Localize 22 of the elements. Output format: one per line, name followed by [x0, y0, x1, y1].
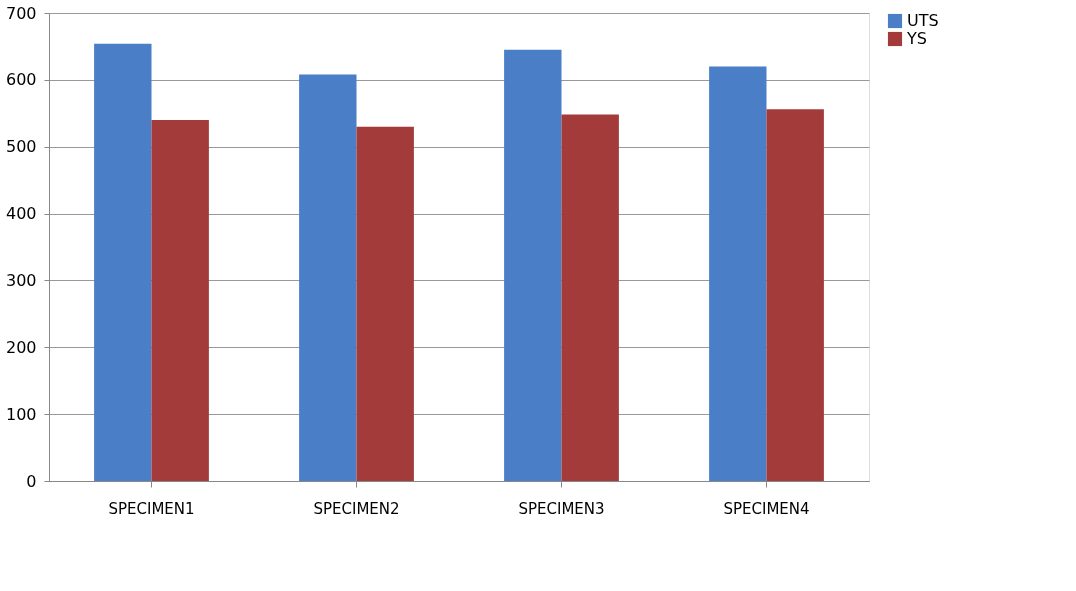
- y-tick-label: 100: [5, 404, 37, 424]
- y-tick-label: 400: [5, 204, 37, 224]
- x-tick-label: SPECIMEN4: [723, 499, 810, 518]
- bar: [561, 114, 619, 481]
- bar: [766, 109, 824, 481]
- x-tick-label: SPECIMEN1: [108, 499, 195, 518]
- legend-label: UTS: [907, 11, 939, 30]
- bar: [299, 74, 357, 481]
- y-tick-label: 300: [5, 270, 37, 290]
- bar: [356, 126, 414, 481]
- bar: [151, 119, 209, 481]
- x-tick-label: SPECIMEN2: [313, 499, 400, 518]
- bar: [504, 49, 562, 481]
- y-tick-label: 500: [5, 137, 37, 157]
- y-tick-label: 700: [5, 3, 37, 23]
- x-tick-label: SPECIMEN3: [518, 499, 605, 518]
- bar: [94, 43, 152, 481]
- bar: [709, 66, 767, 481]
- legend-label: YS: [906, 29, 927, 48]
- y-tick-label: 200: [5, 337, 37, 357]
- y-tick-label: 600: [5, 70, 37, 90]
- y-tick-label: 0: [26, 471, 37, 491]
